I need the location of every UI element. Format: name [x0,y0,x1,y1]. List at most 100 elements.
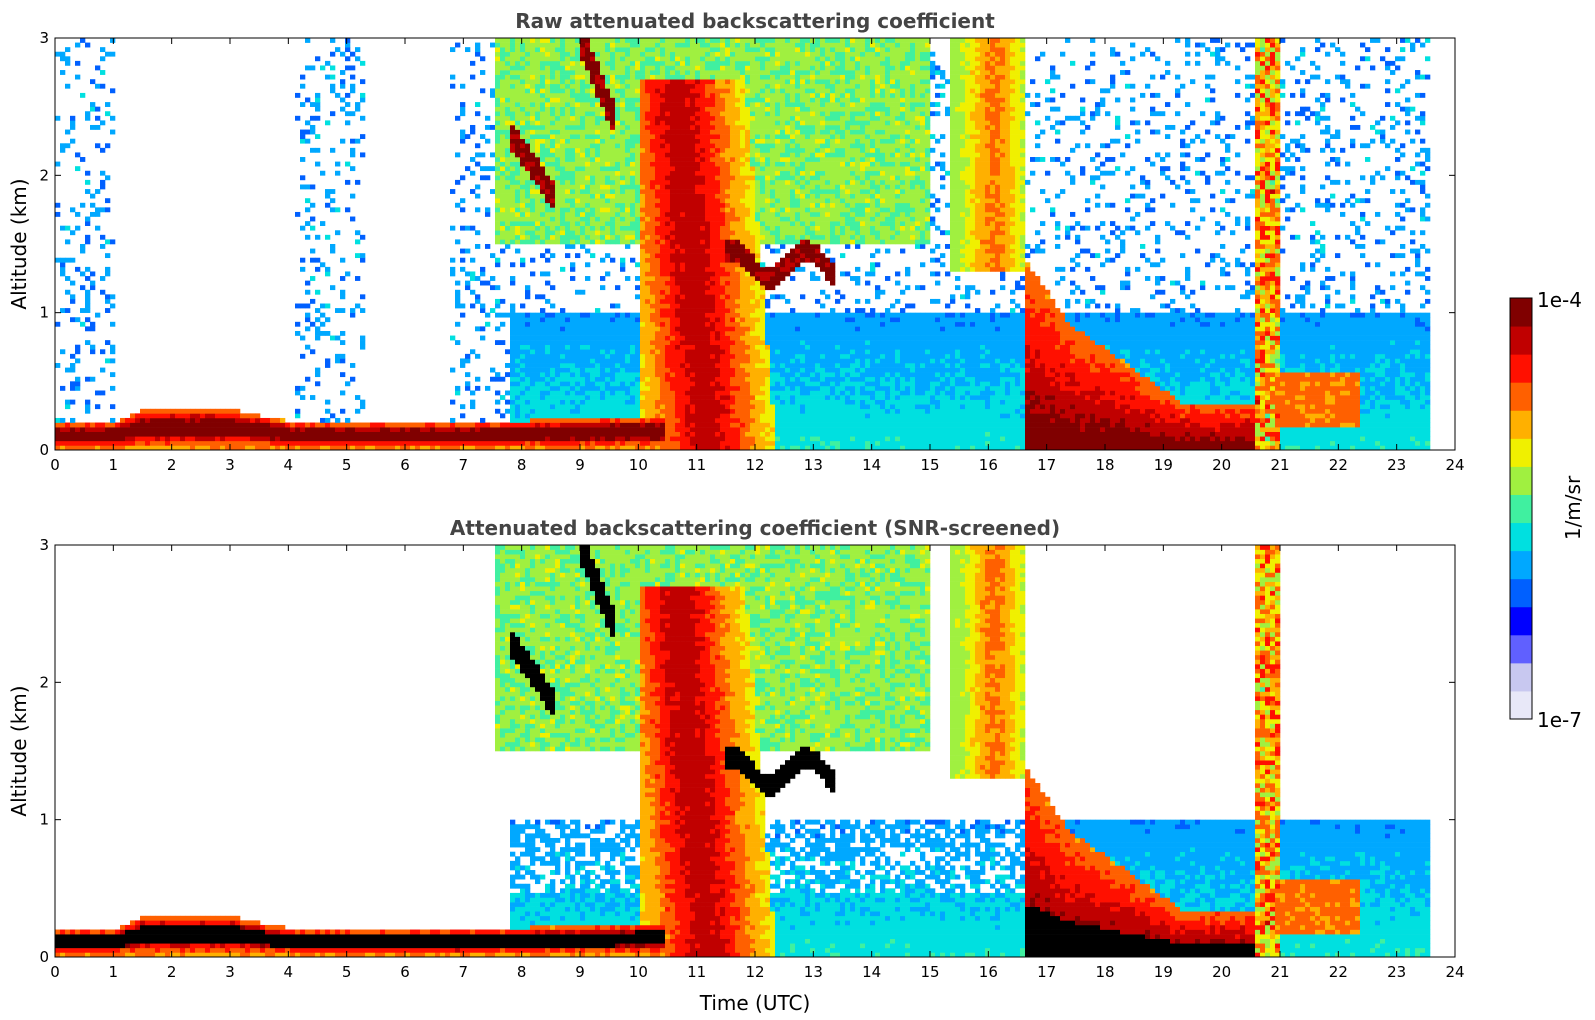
heatmap-cell [685,170,691,176]
heatmap-cell [685,152,691,158]
heatmap-cell [570,70,576,75]
heatmap-cell [525,161,531,167]
heatmap-cell [700,285,706,291]
heatmap-cell [670,363,676,368]
heatmap-cell [600,399,606,405]
heatmap-cell [550,79,556,85]
heatmap-cell [550,42,556,48]
heatmap-cell [660,445,666,450]
heatmap-cell [570,143,576,149]
heatmap-cell [535,106,541,112]
heatmap-cell [560,408,566,414]
heatmap-cell [525,88,531,94]
heatmap-cell [705,353,711,359]
heatmap-cell [175,422,181,428]
heatmap-cell [680,298,686,304]
heatmap-cell [555,179,561,185]
heatmap-cell [690,317,696,323]
heatmap-cell [590,88,596,94]
heatmap-cell [580,353,586,359]
heatmap-cell [100,179,106,185]
heatmap-cell [505,42,511,48]
heatmap-cell [475,376,481,382]
heatmap-cell [585,385,591,391]
heatmap-cell [495,303,501,309]
heatmap-cell [410,427,416,432]
heatmap-cell [655,431,661,437]
heatmap-cell [80,38,86,43]
heatmap-cell [655,289,661,295]
heatmap-cell [530,38,536,43]
heatmap-cell [660,97,666,103]
heatmap-cell [510,321,516,327]
heatmap-cell [500,376,506,382]
heatmap-cell [520,234,526,240]
heatmap-cell [645,257,651,263]
heatmap-cell [590,358,596,364]
heatmap-cell [520,92,526,98]
heatmap-cell [355,106,361,112]
heatmap-cell [675,179,681,185]
heatmap-cell [540,47,546,53]
heatmap-cell [515,321,521,327]
heatmap-cell [535,79,541,85]
heatmap-cell [555,372,561,378]
heatmap-cell [625,198,631,204]
heatmap-cell [80,431,86,437]
heatmap-cell [640,65,646,71]
heatmap-cell [300,422,306,428]
heatmap-cell [715,193,721,199]
heatmap-cell [370,427,376,432]
heatmap-cell [695,395,701,400]
heatmap-cell [685,65,691,71]
heatmap-cell [630,216,636,222]
heatmap-cell [305,376,311,382]
heatmap-cell [610,138,616,144]
heatmap-cell [240,417,246,423]
heatmap-cell [595,106,601,112]
heatmap-cell [110,440,116,446]
heatmap-cell [650,166,656,172]
heatmap-cell [555,330,561,336]
heatmap-cell [655,83,661,89]
heatmap-cell [505,179,511,185]
heatmap-cell [160,436,166,442]
heatmap-cell [585,42,591,48]
heatmap-cell [555,216,561,222]
heatmap-cell [720,198,726,204]
heatmap-cell [500,440,506,446]
heatmap-cell [340,440,346,446]
heatmap-cell [705,166,711,172]
heatmap-cell [645,111,651,117]
heatmap-cell [495,92,501,98]
heatmap-cell [650,312,656,318]
heatmap-cell [625,244,631,249]
heatmap-cell [605,88,611,94]
heatmap-cell [550,317,556,323]
heatmap-cell [620,211,626,217]
heatmap-cell [530,189,536,194]
heatmap-cell [170,445,176,450]
heatmap-cell [685,326,691,332]
heatmap-cell [690,74,696,80]
heatmap-cell [640,244,646,249]
heatmap-cell [540,170,546,176]
heatmap-cell [65,257,71,263]
heatmap-cell [610,166,616,172]
heatmap-cell [705,120,711,126]
heatmap-cell [330,83,336,89]
heatmap-cell [670,230,676,236]
heatmap-cell [545,147,551,153]
heatmap-cell [725,358,731,364]
heatmap-cell [450,74,456,80]
heatmap-cell [255,431,261,437]
heatmap-cell [720,344,726,350]
heatmap-cell [515,106,521,112]
heatmap-cell [350,147,356,153]
heatmap-cell [635,440,641,446]
heatmap-cell [665,417,671,423]
heatmap-cell [690,376,696,382]
heatmap-cell [625,427,631,432]
heatmap-cell [575,102,581,107]
heatmap-cell [685,234,691,240]
